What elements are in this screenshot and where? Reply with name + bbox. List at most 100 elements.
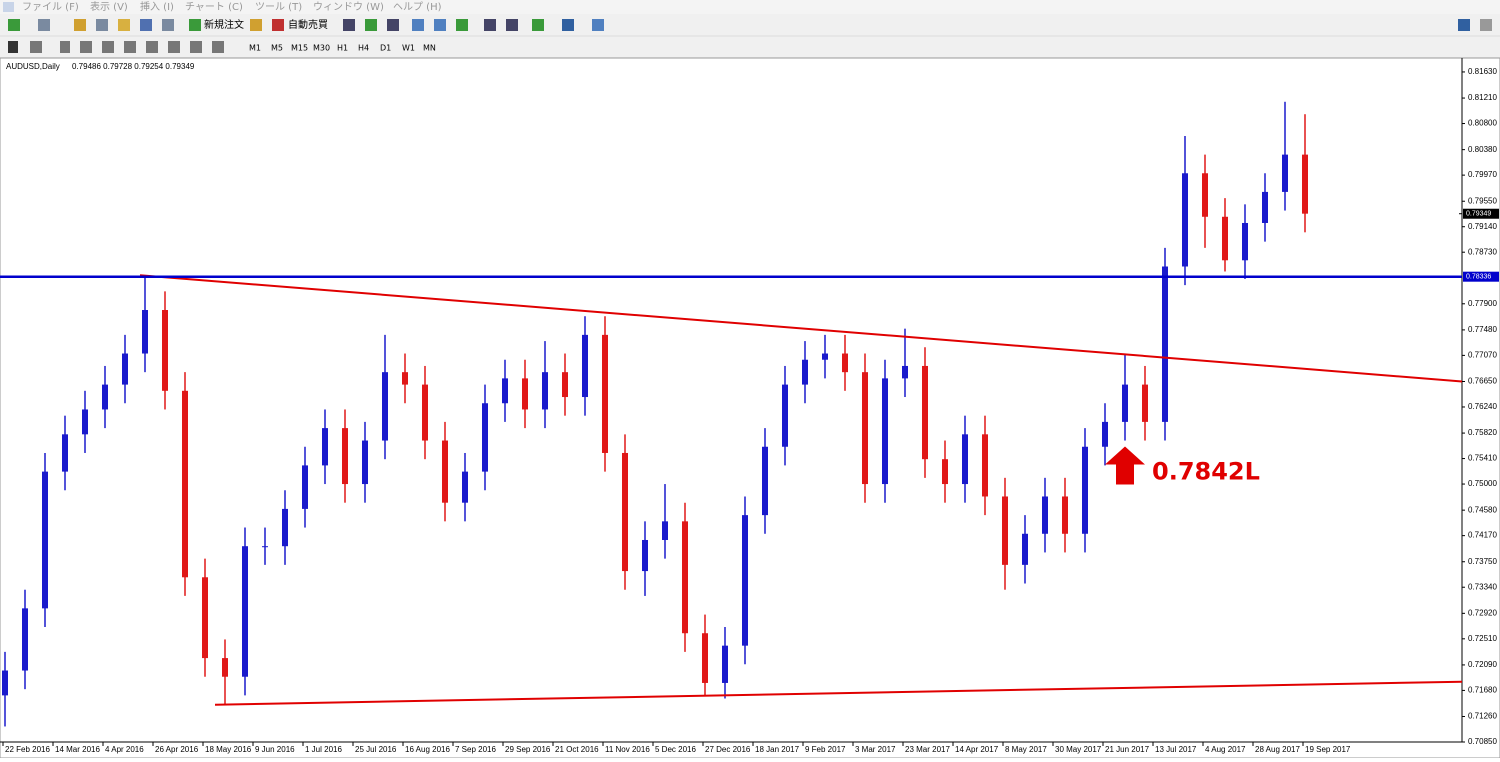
icon[interactable] (343, 19, 355, 31)
x-tick-label: 9 Jun 2016 (255, 745, 295, 754)
candle-body (282, 508, 288, 547)
candle-body (602, 334, 608, 453)
icon[interactable] (189, 19, 201, 31)
candle-body (122, 353, 128, 385)
candle-body (622, 452, 628, 572)
x-tick-label: 4 Aug 2017 (1205, 745, 1246, 754)
y-tick-label: 0.71680 (1468, 686, 1497, 695)
timeframe-button[interactable]: M15 (291, 44, 308, 53)
candle-body (762, 446, 768, 516)
menu-item[interactable]: 表示 (V) (90, 0, 128, 13)
hline-price-box (1463, 271, 1499, 282)
toolbar-icons (8, 19, 1492, 53)
symbol-title: AUDUSD,Daily (6, 62, 60, 71)
timeframe-button[interactable]: M5 (271, 44, 283, 53)
icon[interactable] (38, 19, 50, 31)
icon[interactable] (212, 41, 224, 53)
y-tick-label: 0.75410 (1468, 454, 1497, 463)
menu-item[interactable]: 挿入 (I) (140, 0, 174, 13)
menu-item[interactable]: ツール (T) (255, 2, 302, 13)
candle-body (1222, 216, 1228, 261)
timeframe-button[interactable]: H4 (358, 44, 369, 53)
new-order-button[interactable]: 新規注文 (204, 18, 244, 31)
icon[interactable] (562, 19, 574, 31)
icon[interactable] (456, 19, 468, 31)
y-tick-label: 0.74580 (1468, 505, 1497, 514)
timeframe-button[interactable]: MN (423, 44, 436, 53)
icon[interactable] (162, 19, 174, 31)
timeframe-button[interactable]: M1 (249, 44, 261, 53)
icon[interactable] (365, 19, 377, 31)
menu-item[interactable]: チャート (C) (185, 1, 243, 13)
annotation-text: 0.7842L (1152, 458, 1260, 486)
icon[interactable] (30, 41, 42, 53)
y-tick-label: 0.79550 (1468, 196, 1497, 205)
icon[interactable] (168, 41, 180, 53)
icon[interactable] (118, 19, 130, 31)
timeframe-button[interactable]: H1 (337, 44, 348, 53)
icon[interactable] (74, 19, 86, 31)
x-tick-label: 5 Dec 2016 (655, 745, 696, 754)
candle-body (1002, 496, 1008, 565)
timeframe-button[interactable]: D1 (380, 44, 391, 53)
y-tick-label: 0.74170 (1468, 531, 1497, 540)
candle-body (742, 515, 748, 646)
icon[interactable] (434, 19, 446, 31)
x-tick-label: 29 Sep 2016 (505, 745, 551, 754)
icon[interactable] (506, 19, 518, 31)
icon[interactable] (146, 41, 158, 53)
x-tick-label: 13 Jul 2017 (1155, 745, 1197, 754)
candle-body (922, 365, 928, 460)
y-tick-label: 0.79970 (1468, 170, 1497, 179)
x-tick-label: 8 May 2017 (1005, 745, 1047, 754)
candle-body (302, 465, 308, 509)
candle-body (702, 633, 708, 683)
icon[interactable] (532, 19, 544, 31)
candle-body (382, 372, 388, 441)
hline-price-label: 0.78336 (1466, 274, 1491, 281)
icon[interactable] (592, 19, 604, 31)
candle-body (862, 372, 868, 485)
x-tick-label: 1 Jul 2016 (305, 745, 342, 754)
menu-item[interactable]: ファイル (F) (22, 2, 79, 13)
x-tick-label: 4 Apr 2016 (105, 745, 144, 754)
icon[interactable] (387, 19, 399, 31)
y-tick-label: 0.71260 (1468, 712, 1497, 721)
icon[interactable] (8, 19, 20, 31)
y-tick-label: 0.75820 (1468, 428, 1497, 437)
x-tick-label: 27 Dec 2016 (705, 745, 751, 754)
icon[interactable] (102, 41, 114, 53)
timeframe-button[interactable]: M30 (313, 44, 330, 53)
icon[interactable] (250, 19, 262, 31)
menu-item[interactable]: ヘルプ (H) (393, 1, 442, 13)
icon[interactable] (124, 41, 136, 53)
y-tick-label: 0.73750 (1468, 557, 1497, 566)
x-tick-label: 7 Sep 2016 (455, 745, 496, 754)
icon[interactable] (484, 19, 496, 31)
chat-icon[interactable] (1480, 19, 1492, 31)
search-icon[interactable] (1458, 19, 1470, 31)
icon[interactable] (96, 19, 108, 31)
candle-body (1262, 191, 1268, 223)
icon[interactable] (60, 41, 70, 53)
icon[interactable] (80, 41, 92, 53)
candle-body (1142, 384, 1148, 422)
icon[interactable] (412, 19, 424, 31)
candle-body (462, 471, 468, 503)
candle-body (42, 471, 48, 609)
icon[interactable] (272, 19, 284, 31)
auto-trading-button[interactable]: 自動売買 (288, 18, 328, 31)
y-tick-label: 0.78730 (1468, 247, 1497, 256)
icon[interactable] (140, 19, 152, 31)
x-tick-label: 11 Nov 2016 (605, 745, 650, 754)
timeframe-button[interactable]: W1 (402, 44, 415, 53)
x-tick-label: 23 Mar 2017 (905, 745, 950, 754)
icon[interactable] (190, 41, 202, 53)
candle-body (182, 390, 188, 578)
x-tick-label: 18 Jan 2017 (755, 745, 800, 754)
menu-item[interactable]: ウィンドウ (W) (313, 1, 384, 13)
candle-body (442, 440, 448, 503)
icon[interactable] (8, 41, 18, 53)
